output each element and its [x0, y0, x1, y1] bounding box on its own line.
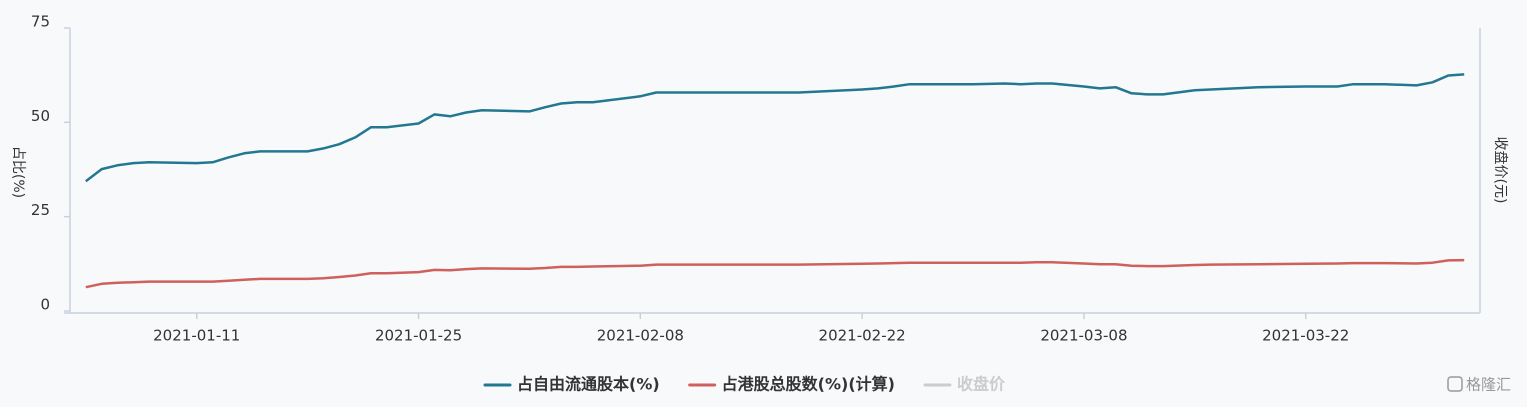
watermark-icon	[1447, 376, 1463, 392]
x-tick-label: 2021-02-22	[819, 327, 906, 345]
series-line	[85, 258, 1465, 289]
y-tick-label: 0	[40, 296, 50, 314]
legend-item[interactable]: 占港股总股数(%)(计算)	[688, 375, 895, 394]
x-tick-label: 2021-01-11	[153, 327, 240, 345]
legend-item[interactable]: 收盘价	[923, 375, 1006, 394]
y-tick-label: 25	[31, 201, 50, 219]
x-tick-label: 2021-03-22	[1262, 327, 1349, 345]
x-tick-label: 2021-01-25	[375, 327, 462, 345]
legend: 占自由流通股本(%) 占港股总股数(%)(计算) 收盘价	[483, 375, 1006, 394]
x-tick-label: 2021-02-08	[597, 327, 684, 345]
watermark: 格隆汇	[1447, 376, 1511, 394]
y-axis-label: 占比(%)	[10, 146, 26, 198]
series-line	[85, 73, 1465, 183]
y-tick-label: 50	[31, 107, 50, 125]
legend-label: 占自由流通股本(%)	[517, 375, 660, 394]
watermark-text: 格隆汇	[1466, 376, 1511, 394]
legend-label: 占港股总股数(%)(计算)	[722, 375, 895, 394]
legend-label: 收盘价	[957, 375, 1006, 394]
legend-item[interactable]: 占自由流通股本(%)	[483, 375, 660, 394]
x-tick-label: 2021-03-08	[1040, 327, 1127, 345]
y-tick-label: 75	[31, 13, 50, 31]
y2-axis-label: 收盘价(元)	[1492, 137, 1509, 204]
